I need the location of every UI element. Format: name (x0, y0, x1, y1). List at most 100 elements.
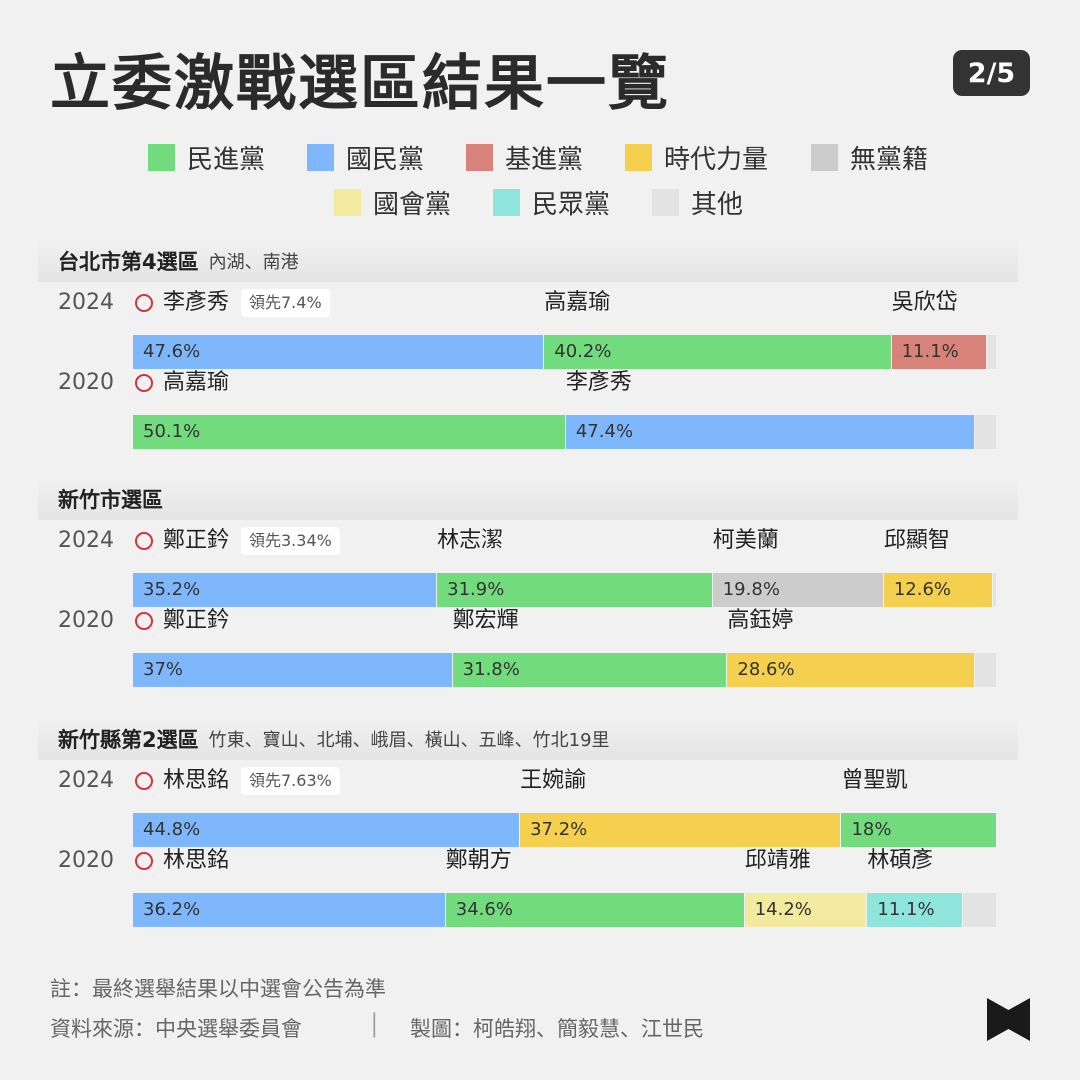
candidate-name: 柯美蘭 (712, 528, 779, 553)
footnote-source: 資料來源：中央選舉委員會 (50, 1017, 302, 1041)
bar-value-label: 40.2% (554, 341, 612, 362)
candidate-name: 邱顯智 (883, 528, 950, 553)
candidate-name: 吳欣岱 (891, 290, 958, 315)
legend-swatch (652, 188, 679, 216)
page-indicator-badge: 2/5 (953, 50, 1030, 96)
district-header: 新竹縣第2選區 竹東、寶山、北埔、峨眉、橫山、五峰、竹北19里 (38, 718, 1018, 760)
legend-label: 國民黨 (346, 144, 425, 175)
stacked-bar: 35.2% 31.9% 19.8% 12.6% (133, 573, 997, 607)
bar-segment (883, 573, 993, 607)
bar-segment (744, 893, 868, 927)
bar-value-label: 19.8% (722, 579, 780, 600)
winner-circle-icon (135, 294, 153, 312)
bar-segment (727, 653, 975, 687)
bar-segment (987, 335, 997, 369)
bar-segment (133, 335, 545, 369)
bar-value-label: 44.8% (143, 819, 201, 840)
candidate-name: 林志潔 (437, 528, 504, 553)
legend-label: 國會黨 (373, 189, 452, 220)
bar-value-label: 37% (143, 659, 184, 680)
bar-value-label: 34.6% (455, 899, 513, 920)
candidate-name: 林思銘 (163, 848, 230, 873)
bar-value-label: 50.1% (143, 421, 201, 442)
winner-circle-icon (135, 374, 153, 392)
bar-segment (841, 813, 997, 847)
district-name: 新竹市選區 (58, 488, 163, 512)
lead-margin-badge: 領先7.4% (241, 289, 330, 317)
legend-label: 無黨籍 (850, 144, 929, 175)
candidate-name: 林思銘 (163, 768, 230, 793)
legend-swatch (307, 143, 334, 171)
candidate-name: 邱靖雅 (744, 848, 811, 873)
footnote-disclaimer: 註：最終選舉結果以中選會公告為準 (50, 977, 386, 1001)
legend-swatch (466, 143, 493, 171)
bar-segment (867, 893, 964, 927)
election-year: 2024 (58, 290, 114, 315)
bar-value-label: 14.2% (754, 899, 812, 920)
bar-segment (992, 573, 997, 607)
legend-swatch (625, 143, 652, 171)
legend-label: 基進黨 (505, 144, 584, 175)
candidate-name: 鄭正鈐 (163, 528, 230, 553)
bar-value-label: 18% (851, 819, 892, 840)
legend-swatch (334, 188, 361, 216)
bar-value-label: 11.1% (901, 341, 959, 362)
candidate-name: 曾聖凱 (841, 768, 908, 793)
bar-segment (891, 335, 988, 369)
bar-segment (520, 813, 842, 847)
district-header: 新竹市選區 (38, 478, 1018, 520)
legend-item: 國民黨 (307, 142, 424, 175)
district-name: 新竹縣第2選區 (58, 728, 199, 752)
legend-item: 國會黨 (334, 187, 451, 220)
bar-segment (544, 335, 892, 369)
candidate-name: 鄭正鈐 (163, 608, 230, 633)
legend-item: 無黨籍 (811, 142, 928, 175)
bar-segment (452, 653, 728, 687)
legend-item: 基進黨 (466, 142, 583, 175)
legend-item: 民進黨 (148, 142, 265, 175)
election-year: 2020 (58, 848, 114, 873)
district-name: 台北市第4選區 (58, 250, 199, 274)
election-year: 2024 (58, 768, 114, 793)
bar-value-label: 31.9% (447, 579, 505, 600)
election-year: 2020 (58, 370, 114, 395)
candidate-name: 李彥秀 (565, 370, 632, 395)
legend-label: 民眾黨 (532, 189, 611, 220)
stacked-bar: 50.1% 47.4% (133, 415, 997, 449)
winner-circle-icon (135, 772, 153, 790)
bar-segment (133, 653, 453, 687)
bar-value-label: 28.6% (737, 659, 795, 680)
candidate-name: 林碩彥 (867, 848, 934, 873)
bar-segment (133, 813, 521, 847)
bar-segment (133, 573, 438, 607)
candidate-name: 李彥秀 (163, 290, 230, 315)
bar-segment (974, 653, 997, 687)
bar-segment (133, 893, 446, 927)
footnote-credit: 製圖：柯皓翔、簡毅慧、江世民 (410, 1017, 704, 1041)
brand-logo-icon (987, 998, 1030, 1041)
bar-segment (565, 415, 976, 449)
candidate-name: 鄭朝方 (445, 848, 512, 873)
candidate-name: 鄭宏輝 (452, 608, 519, 633)
stacked-bar: 36.2% 34.6% 14.2% 11.1% (133, 893, 997, 927)
district-area: 內湖、南港 (208, 252, 299, 273)
bar-value-label: 37.2% (530, 819, 588, 840)
election-year: 2024 (58, 528, 114, 553)
bar-value-label: 35.2% (143, 579, 201, 600)
bar-value-label: 12.6% (893, 579, 951, 600)
legend-label: 民進黨 (187, 144, 266, 175)
election-year: 2020 (58, 608, 114, 633)
legend-item: 其他 (652, 187, 743, 220)
footnote-separator: │ (368, 1013, 381, 1037)
winner-circle-icon (135, 532, 153, 550)
legend-label: 時代力量 (664, 144, 769, 175)
candidate-name: 高嘉瑜 (163, 370, 230, 395)
bar-segment (963, 893, 997, 927)
lead-margin-badge: 領先3.34% (241, 527, 340, 555)
bar-value-label: 11.1% (877, 899, 935, 920)
bar-value-label: 47.4% (575, 421, 634, 442)
bar-segment (712, 573, 884, 607)
candidate-name: 王婉諭 (520, 768, 587, 793)
winner-circle-icon (135, 612, 153, 630)
bar-value-label: 47.6% (143, 341, 201, 362)
